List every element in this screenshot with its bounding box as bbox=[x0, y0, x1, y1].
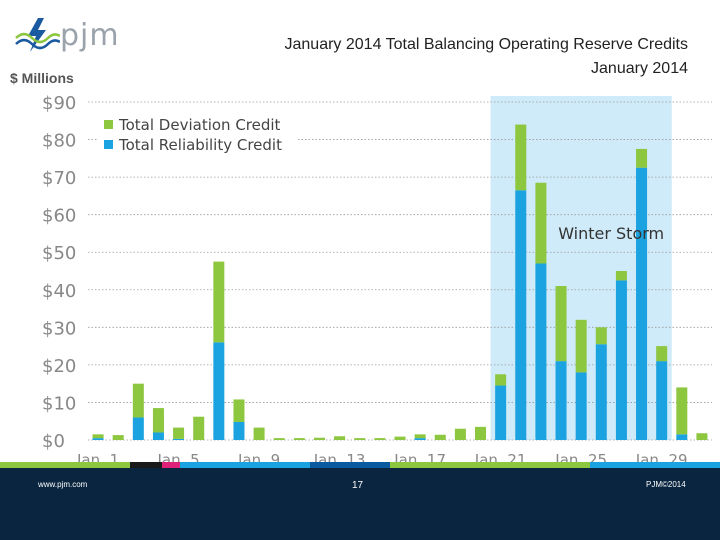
bar-reliability bbox=[555, 361, 567, 440]
bar-deviation bbox=[193, 416, 205, 440]
bar-reliability bbox=[152, 432, 164, 440]
y-tick-label: $50 bbox=[42, 243, 76, 264]
x-tick-label: Jan. 9 bbox=[237, 451, 280, 462]
bar-reliability bbox=[656, 361, 668, 440]
bar-deviation bbox=[414, 434, 426, 439]
y-axis-label: $ Millions bbox=[10, 70, 74, 86]
legend-swatch bbox=[104, 140, 113, 149]
bar-deviation bbox=[555, 286, 567, 362]
x-tick-label: Jan. 29 bbox=[635, 451, 688, 462]
legend-box bbox=[98, 113, 296, 161]
footer-color-stripes bbox=[0, 462, 720, 468]
footer-bar bbox=[0, 462, 720, 540]
y-tick-label: $30 bbox=[42, 318, 76, 339]
x-tick-label: Jan. 21 bbox=[474, 451, 527, 462]
bar-reliability bbox=[173, 438, 185, 440]
footer-stripe bbox=[590, 462, 720, 468]
bar-reliability bbox=[515, 190, 527, 440]
legend-swatch bbox=[104, 120, 113, 129]
bar-reliability bbox=[92, 438, 104, 440]
bar-deviation bbox=[132, 383, 144, 418]
footer-stripe bbox=[162, 462, 180, 468]
bar-deviation bbox=[656, 346, 668, 362]
bar-deviation bbox=[615, 271, 627, 281]
footer-stripe bbox=[180, 462, 310, 468]
bar-deviation bbox=[595, 327, 607, 345]
footer-copyright: PJM©2014 bbox=[646, 480, 686, 489]
bar-reliability bbox=[595, 344, 607, 440]
y-tick-label: $60 bbox=[42, 206, 76, 227]
y-tick-label: $80 bbox=[42, 131, 76, 152]
bar-deviation bbox=[253, 427, 265, 440]
y-tick-label: $10 bbox=[42, 393, 76, 414]
page-number: 17 bbox=[352, 480, 364, 491]
bar-deviation bbox=[515, 124, 527, 191]
x-tick-label: Jan. 13 bbox=[313, 451, 366, 462]
bar-deviation bbox=[233, 399, 245, 422]
y-tick-label: $40 bbox=[42, 281, 76, 302]
legend-label: Total Reliability Credit bbox=[118, 136, 282, 154]
chart-title: January 2014 Total Balancing Operating R… bbox=[284, 36, 689, 53]
footer-stripe bbox=[390, 462, 590, 468]
bar-reliability bbox=[575, 372, 587, 440]
chart-subtitle: January 2014 bbox=[591, 60, 688, 77]
bar-reliability bbox=[495, 385, 507, 440]
footer-stripe bbox=[130, 462, 162, 468]
bar-reliability bbox=[615, 280, 627, 440]
bar-deviation bbox=[313, 437, 325, 440]
y-tick-label: $70 bbox=[42, 168, 76, 189]
bar-deviation bbox=[676, 387, 688, 435]
bar-deviation bbox=[475, 426, 487, 440]
bar-deviation bbox=[273, 438, 285, 440]
footer-url[interactable]: www.pjm.com bbox=[38, 480, 88, 489]
winter-storm-annotation: Winter Storm bbox=[558, 224, 664, 243]
bar-deviation bbox=[213, 261, 225, 343]
bar-reliability bbox=[636, 167, 648, 440]
footer-stripe bbox=[0, 462, 130, 468]
y-tick-label: $20 bbox=[42, 356, 76, 377]
bar-deviation bbox=[112, 435, 124, 440]
bar-reliability bbox=[132, 417, 144, 440]
bar-deviation bbox=[394, 436, 406, 440]
bar-reliability bbox=[535, 263, 547, 440]
bar-deviation bbox=[293, 438, 305, 440]
bar-deviation bbox=[495, 374, 507, 386]
legend-label: Total Deviation Credit bbox=[118, 116, 281, 134]
bar-deviation bbox=[152, 408, 164, 433]
bar-deviation bbox=[354, 438, 366, 440]
footer-stripe bbox=[310, 462, 390, 468]
bar-reliability bbox=[213, 342, 225, 440]
bar-deviation bbox=[535, 182, 547, 264]
x-tick-label: Jan. 5 bbox=[156, 451, 199, 462]
bar-deviation bbox=[636, 148, 648, 168]
x-tick-label: Jan. 25 bbox=[554, 451, 607, 462]
x-tick-label: Jan. 1 bbox=[76, 451, 119, 462]
pjm-logo-mark-icon bbox=[15, 18, 61, 52]
bar-deviation bbox=[334, 436, 346, 440]
bar-deviation bbox=[173, 427, 185, 439]
bar-reliability bbox=[676, 434, 688, 440]
bar-deviation bbox=[575, 319, 587, 373]
bar-deviation bbox=[374, 438, 386, 440]
bar-deviation bbox=[454, 428, 466, 440]
bar-deviation bbox=[696, 433, 708, 440]
x-tick-label: Jan. 17 bbox=[393, 451, 446, 462]
pjm-logo bbox=[14, 16, 144, 60]
y-tick-label: $0 bbox=[42, 431, 65, 452]
y-tick-label: $90 bbox=[42, 93, 76, 114]
bar-deviation bbox=[92, 434, 104, 439]
stacked-bar-chart: $0 $10 $20 $30 $40 $50 $60 $70 $80 $90 Jan. 1 Jan. … bbox=[42, 93, 712, 462]
bar-deviation bbox=[434, 434, 446, 440]
bar-reliability bbox=[233, 421, 245, 440]
bar-reliability bbox=[414, 438, 426, 440]
pjm-logo-wordmark: pjm bbox=[60, 18, 120, 53]
